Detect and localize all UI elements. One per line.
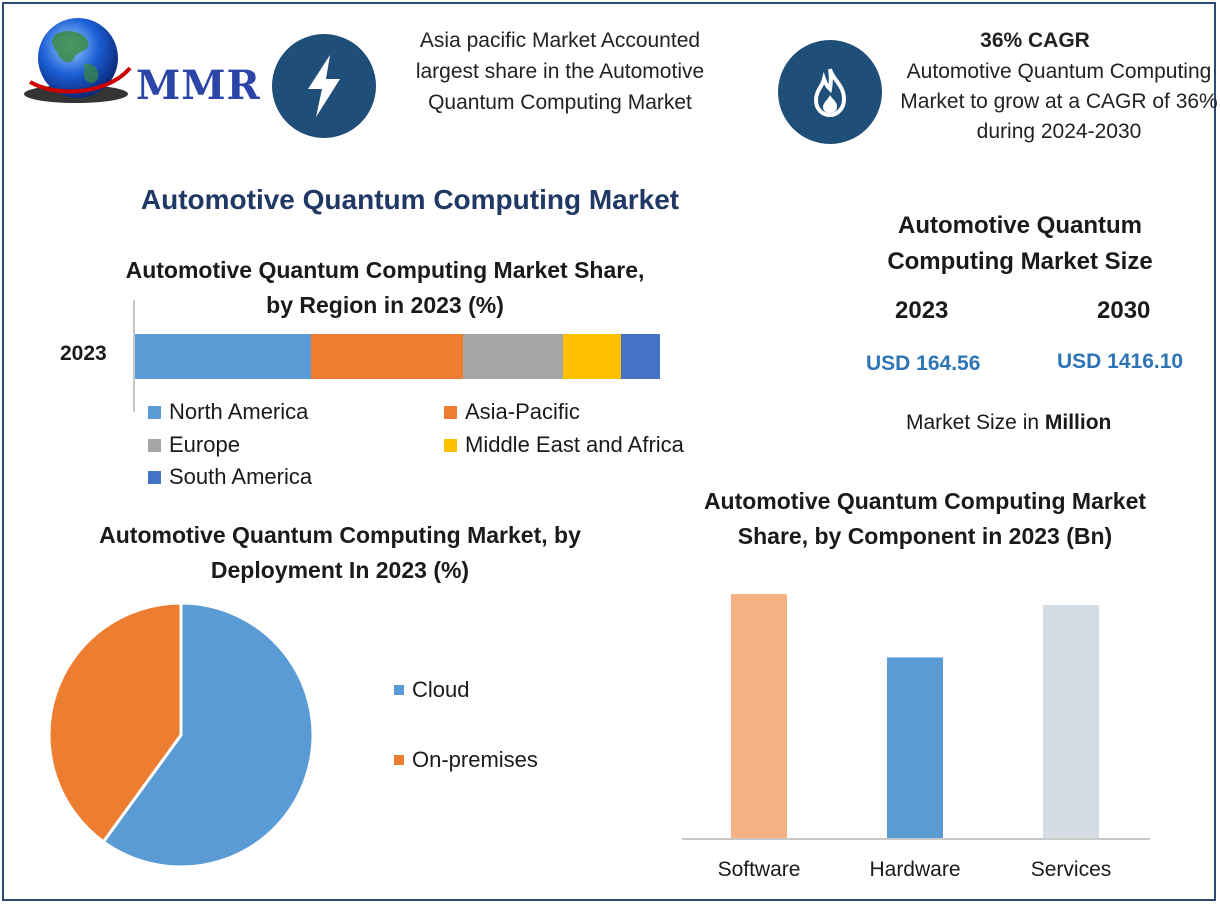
legend-middle-east-africa: Middle East and Africa: [444, 432, 684, 458]
unit-note-unit: Million: [1044, 411, 1112, 434]
region-highlight-text: Asia pacific Market Accounted largest sh…: [415, 29, 705, 114]
legend-label: Europe: [169, 432, 240, 457]
legend-north-america: North America: [148, 399, 308, 425]
region-segment-middle-east-and-africa: [562, 334, 621, 379]
bar-services: [1043, 604, 1099, 838]
region-segment-north-america: [135, 334, 311, 379]
region-chart-title: Automotive Quantum Computing Market Shar…: [125, 257, 645, 318]
market-size-unit-note: Market Size in Million: [906, 411, 1111, 435]
legend-label: South America: [169, 464, 313, 489]
component-chart-title: Automotive Quantum Computing Market Shar…: [703, 488, 1147, 549]
logo-text: MMR: [136, 62, 261, 109]
unit-note-prefix: Market Size in: [906, 411, 1040, 434]
component-bar-chart: [682, 594, 1150, 840]
legend-label: North America: [169, 399, 309, 424]
lightning-icon: [272, 34, 376, 138]
year-2030-label: 2030: [1097, 297, 1151, 324]
legend-swatch: [394, 755, 404, 765]
legend-europe: Europe: [148, 432, 240, 458]
market-size-title: Automotive Quantum Computing Market Size: [887, 212, 1153, 275]
x-tick-hardware: Hardware: [869, 858, 961, 881]
legend-swatch: [444, 405, 457, 419]
market-value-2023: USD 164.56: [866, 352, 981, 375]
legend-swatch: [148, 405, 161, 419]
page-title: Automotive Quantum Computing Market: [140, 184, 680, 215]
x-tick-services: Services: [1030, 858, 1112, 881]
deployment-pie-chart: [47, 601, 315, 869]
legend-swatch: [148, 438, 161, 452]
legend-south-america: South America: [148, 464, 312, 490]
region-segment-europe: [463, 334, 563, 379]
deployment-chart-title: Automotive Quantum Computing Market, by …: [99, 522, 581, 583]
globe-icon: [24, 18, 132, 103]
legend-label: Middle East and Africa: [465, 432, 684, 457]
legend-swatch: [394, 685, 404, 695]
legend-cloud: Cloud: [394, 677, 469, 703]
pie-slice-cloud: [101, 601, 315, 869]
region-segment-asia-pacific: [310, 334, 464, 379]
legend-swatch: [148, 470, 161, 484]
legend-swatch: [444, 438, 457, 452]
legend-label: Asia-Pacific: [465, 399, 580, 424]
bar-software: [731, 594, 787, 838]
region-segment-south-america: [620, 334, 660, 379]
cagr-description: Automotive Quantum Computing Market to g…: [900, 60, 1218, 143]
legend-on-premises: On-premises: [394, 747, 538, 773]
x-tick-software: Software: [717, 858, 801, 881]
region-category-label: 2023: [60, 342, 107, 365]
mmr-logo: MMR: [18, 12, 260, 112]
region-stacked-bar: [135, 334, 660, 379]
legend-label: On-premises: [412, 747, 538, 772]
bar-hardware: [887, 657, 943, 838]
market-value-2030: USD 1416.10: [1057, 350, 1184, 373]
legend-asia-pacific: Asia-Pacific: [444, 399, 580, 425]
legend-label: Cloud: [412, 677, 470, 702]
year-2023-label: 2023: [895, 297, 949, 324]
pie-slice-on-premises: [47, 601, 183, 844]
region-axis-line: [133, 300, 135, 412]
cagr-heading: 36% CAGR: [980, 29, 1090, 52]
flame-icon: [778, 40, 882, 144]
